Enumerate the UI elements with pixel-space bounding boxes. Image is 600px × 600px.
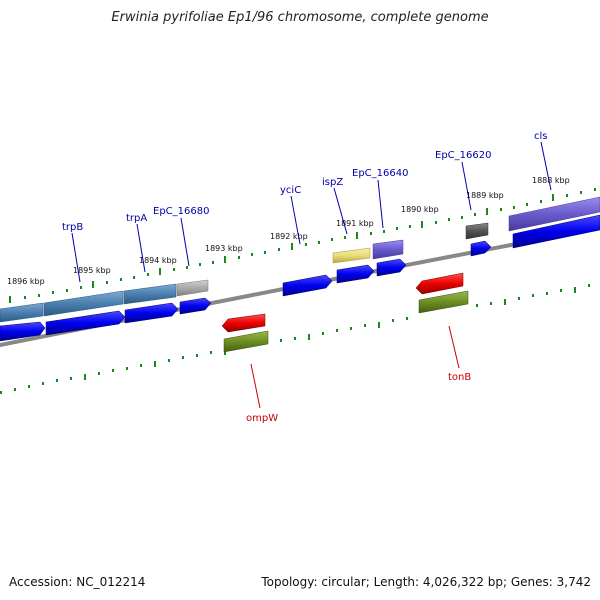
genome-summary: Topology: circular; Length: 4,026,322 bp… <box>261 575 591 589</box>
feature-EpC_16620[interactable] <box>465 222 489 240</box>
gene-label-EpC_16680[interactable]: EpC_16680 <box>153 206 209 217</box>
leader-cls <box>540 141 552 191</box>
cds-forward-EpC_16640[interactable] <box>376 258 407 277</box>
leader-EpC_16680 <box>180 217 190 267</box>
gene-label-trpA[interactable]: trpA <box>126 213 147 224</box>
cds-forward-cls[interactable] <box>512 214 600 249</box>
reverse-track <box>221 272 469 353</box>
gene-labels: trpB trpA EpC_16680 yciC ispZ EpC_16640 … <box>62 131 548 424</box>
gene-label-ompW[interactable]: ompW <box>246 413 278 424</box>
forward-cds-track <box>0 214 600 342</box>
cds-reverse-tonB[interactable] <box>415 272 464 295</box>
feature-EpC_16640[interactable] <box>372 239 404 260</box>
position-label-1889: 1889 kbp <box>466 191 504 200</box>
feature-cls[interactable] <box>508 196 600 232</box>
feature-band <box>0 196 600 323</box>
position-label-1891: 1891 kbp <box>336 219 374 228</box>
gene-label-ispZ[interactable]: ispZ <box>322 177 343 188</box>
upper-minor-ticks <box>24 188 596 299</box>
gene-label-tonB[interactable]: tonB <box>448 372 471 383</box>
leader-trpB <box>71 232 81 283</box>
lower-tick-ring <box>0 284 590 394</box>
cds-forward-ispZ[interactable] <box>336 264 375 284</box>
position-label-1888: 1888 kbp <box>532 176 570 185</box>
cds-forward-trpB[interactable] <box>45 310 126 336</box>
gene-reverse-tonB[interactable] <box>418 290 469 314</box>
gene-label-trpB[interactable]: trpB <box>62 222 83 233</box>
map-title: Erwinia pyrifoliae Ep1/96 chromosome, co… <box>111 10 489 25</box>
cds-reverse-ompW[interactable] <box>221 313 266 333</box>
gene-reverse-ompW[interactable] <box>223 330 269 353</box>
leader-yciC <box>290 195 301 245</box>
cds-forward-1[interactable] <box>0 321 46 342</box>
leader-ompW <box>250 363 261 409</box>
upper-tick-ring <box>9 194 554 303</box>
leader-tonB <box>448 325 460 369</box>
feature-trp-left[interactable] <box>0 302 44 323</box>
position-label-1896: 1896 kbp <box>7 277 45 286</box>
feature-trpA[interactable] <box>123 283 177 305</box>
feature-trpB[interactable] <box>43 290 124 317</box>
gene-label-cls[interactable]: cls <box>534 131 548 142</box>
position-label-1894: 1894 kbp <box>139 256 177 265</box>
position-label-1895: 1895 kbp <box>73 266 111 275</box>
gene-label-EpC_16640[interactable]: EpC_16640 <box>352 168 408 179</box>
gene-label-EpC_16620[interactable]: EpC_16620 <box>435 150 491 161</box>
position-label-1893: 1893 kbp <box>205 244 243 253</box>
leader-trpA <box>136 223 146 273</box>
cds-forward-EpC_16680[interactable] <box>179 297 212 315</box>
leader-EpC_16640 <box>377 179 384 229</box>
cds-forward-EpC_16620[interactable] <box>470 240 492 257</box>
position-labels: 1896 kbp 1895 kbp 1894 kbp 1893 kbp 1892… <box>7 176 570 286</box>
cds-forward-trpA[interactable] <box>124 302 179 324</box>
gene-label-yciC[interactable]: yciC <box>280 185 301 196</box>
label-leaders <box>71 141 552 409</box>
feature-EpC_16680[interactable] <box>176 279 209 297</box>
position-label-1892: 1892 kbp <box>270 232 308 241</box>
leader-ispZ <box>333 187 348 235</box>
leader-EpC_16620 <box>461 161 472 211</box>
feature-ispZ[interactable] <box>332 247 371 264</box>
accession-label: Accession: NC_012214 <box>9 575 146 589</box>
cds-forward-yciC[interactable] <box>282 274 333 297</box>
position-label-1890: 1890 kbp <box>401 205 439 214</box>
